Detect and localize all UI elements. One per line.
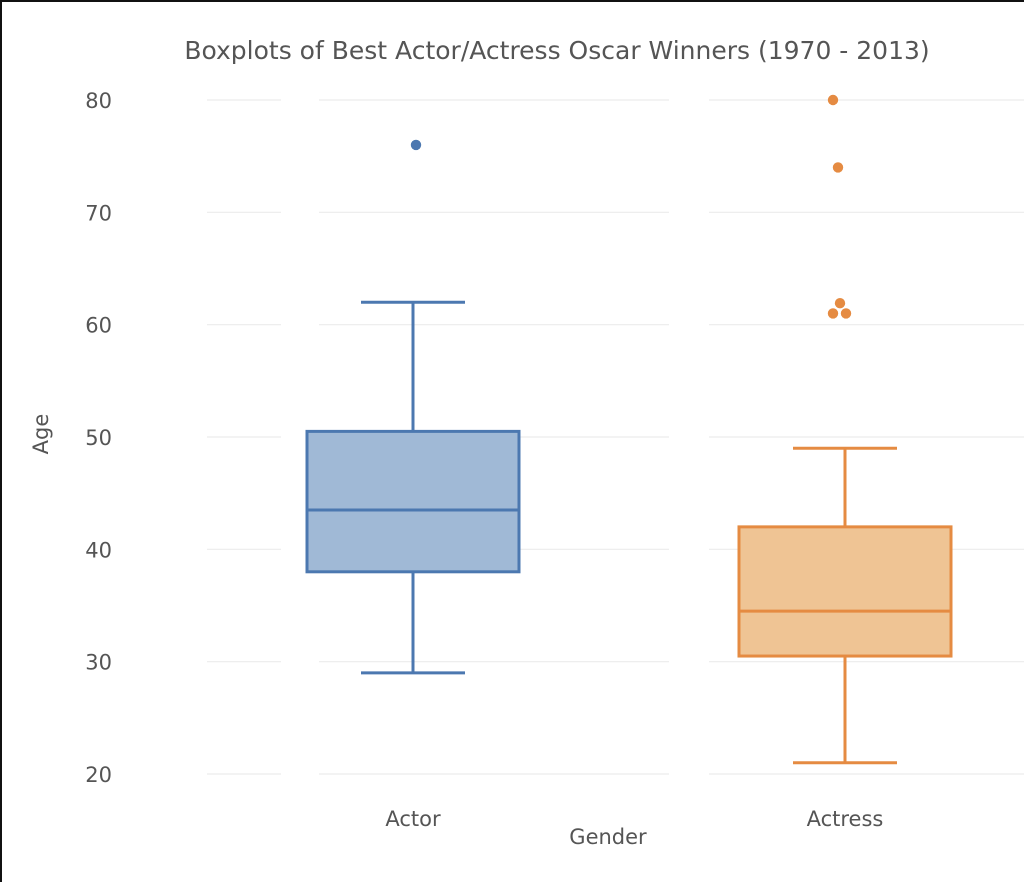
outlier-point bbox=[832, 162, 844, 173]
outlier-point bbox=[410, 139, 422, 151]
box-actress bbox=[737, 94, 953, 765]
outlier-point bbox=[834, 298, 846, 309]
outlier-point bbox=[827, 94, 839, 106]
y-tick-label: 60 bbox=[85, 314, 112, 338]
y-tick-label: 30 bbox=[85, 651, 112, 675]
y-tick-label: 80 bbox=[85, 89, 112, 113]
y-tick-label: 70 bbox=[85, 201, 112, 225]
box-plots bbox=[305, 94, 953, 765]
x-axis-ticks: Actor Actress bbox=[385, 807, 883, 831]
box-actor bbox=[305, 139, 521, 675]
y-tick-label: 40 bbox=[85, 538, 112, 562]
y-tick-label: 20 bbox=[85, 763, 112, 787]
interquartile-box bbox=[737, 525, 953, 658]
y-axis-label: Age bbox=[29, 414, 53, 455]
y-tick-label: 50 bbox=[85, 426, 112, 450]
x-axis-label: Gender bbox=[569, 825, 647, 849]
chart-title: Boxplots of Best Actor/Actress Oscar Win… bbox=[184, 36, 929, 65]
y-axis-ticks: 20 30 40 50 60 70 80 bbox=[85, 89, 112, 787]
x-tick-label-actor: Actor bbox=[385, 807, 441, 831]
interquartile-box bbox=[305, 429, 521, 574]
outlier-point bbox=[840, 308, 852, 319]
x-tick-label-actress: Actress bbox=[807, 807, 884, 831]
outlier-point bbox=[827, 308, 839, 319]
